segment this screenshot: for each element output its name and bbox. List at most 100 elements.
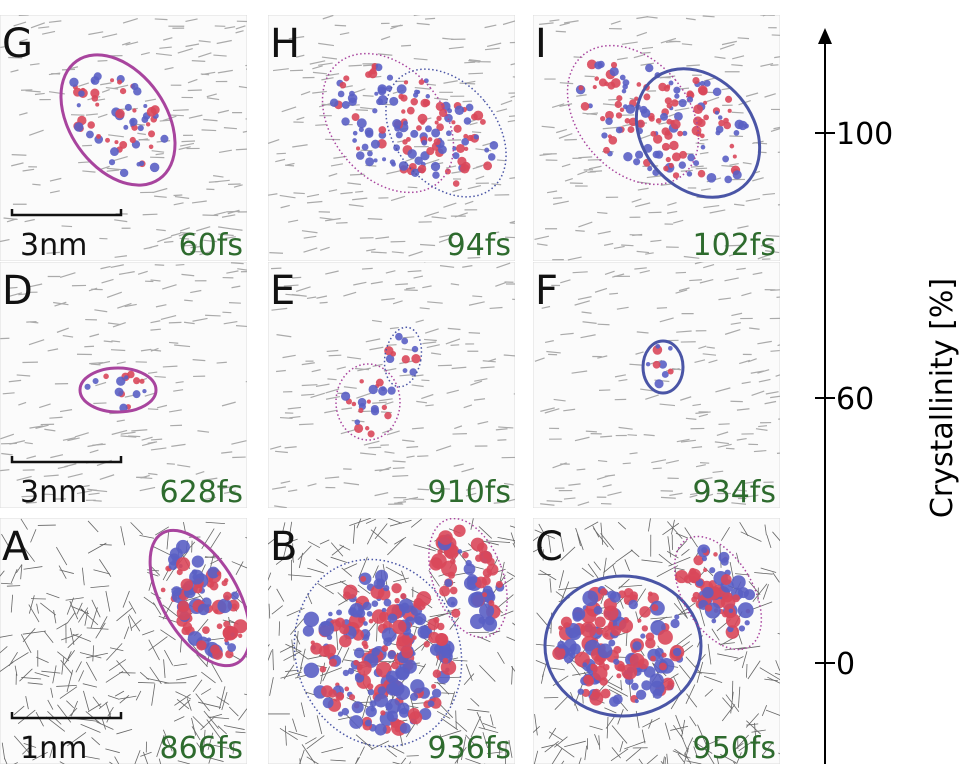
molecule (778, 418, 792, 420)
orbital-lobe (304, 612, 319, 627)
orbital-lobe (687, 96, 693, 102)
figure-canvas: G60fs3nmH94fsI102fsD628fs3nmE910fsF934fs… (0, 0, 967, 764)
molecule (641, 52, 651, 53)
orbital-lobe (428, 137, 432, 141)
molecule (469, 333, 480, 334)
orbital-lobe (623, 152, 632, 161)
orbital-lobe (447, 108, 452, 113)
molecule (202, 130, 217, 131)
orbital-lobe (444, 579, 452, 587)
orbital-lobe (583, 675, 593, 685)
molecule (222, 312, 231, 313)
orbital-lobe (632, 641, 641, 650)
orbital-lobe (86, 131, 94, 139)
orbital-lobe (354, 424, 363, 433)
orbital-lobe (426, 147, 434, 155)
orbital-lobe (416, 125, 422, 131)
orbital-lobe (601, 689, 611, 699)
orbital-lobe (131, 119, 135, 123)
orbital-lobe (745, 620, 750, 625)
orbital-lobe (357, 118, 367, 128)
orbital-lobe (636, 690, 646, 700)
orbital-lobe (323, 697, 334, 708)
molecule (468, 73, 483, 74)
molecule (586, 431, 597, 432)
molecule (349, 65, 362, 66)
orbital-lobe (338, 91, 345, 98)
orbital-lobe (733, 170, 742, 179)
molecule (628, 435, 637, 436)
orbital-lobe (687, 154, 695, 162)
orbital-lobe (646, 362, 650, 366)
molecule (184, 300, 193, 301)
orbital-lobe (435, 120, 439, 124)
orbital-lobe (467, 135, 473, 141)
orbital-lobe (460, 164, 470, 174)
molecule (778, 633, 800, 639)
orbital-lobe (212, 649, 223, 660)
orbital-lobe (105, 138, 110, 143)
orbital-lobe (643, 93, 650, 100)
molecule (393, 468, 405, 469)
orbital-lobe (715, 111, 719, 115)
orbital-lobe (483, 568, 492, 577)
orbital-lobe (95, 103, 99, 107)
orbital-lobe (458, 549, 463, 554)
orbital-lobe (146, 122, 150, 126)
orbital-lobe (464, 147, 468, 151)
molecule (509, 116, 517, 117)
orbital-lobe (666, 157, 671, 162)
orbital-lobe (124, 375, 128, 379)
orbital-lobe (561, 617, 572, 628)
orbital-lobe (407, 149, 416, 158)
orbital-lobe (688, 569, 701, 582)
orbital-lobe (595, 617, 606, 628)
molecule (772, 35, 784, 36)
orbital-lobe (722, 592, 733, 603)
orbital-lobe (609, 696, 620, 707)
orbital-lobe (658, 83, 666, 91)
orbital-lobe (666, 84, 670, 88)
molecule (246, 656, 253, 671)
orbital-lobe (375, 723, 387, 735)
orbital-lobe (640, 633, 645, 638)
orbital-lobe (702, 587, 714, 599)
molecule (770, 351, 779, 352)
orbital-lobe (713, 88, 722, 97)
molecule (169, 342, 178, 343)
molecule (111, 350, 125, 351)
orbital-lobe (78, 90, 84, 96)
orbital-lobe (380, 710, 385, 715)
molecule (653, 468, 662, 469)
molecule (320, 302, 328, 303)
orbital-lobe (665, 97, 672, 104)
panel-label: H (270, 21, 300, 67)
orbital-lobe (668, 346, 673, 351)
orbital-lobe (176, 557, 190, 571)
orbital-lobe (454, 125, 462, 133)
molecule (703, 16, 715, 17)
orbital-lobe (598, 644, 613, 659)
orbital-lobe (605, 118, 613, 126)
orbital-lobe (645, 64, 653, 72)
orbital-lobe (370, 68, 376, 74)
orbital-lobe (693, 116, 703, 126)
orbital-lobe (149, 144, 154, 149)
orbital-lobe (341, 392, 350, 401)
molecule (173, 110, 189, 111)
molecule (164, 683, 186, 684)
molecule (547, 501, 563, 502)
orbital-lobe (666, 119, 672, 125)
orbital-lobe (96, 134, 101, 139)
panel-background (0, 15, 247, 261)
orbital-lobe (578, 688, 584, 694)
molecule (192, 61, 205, 62)
orbital-lobe (490, 141, 499, 150)
orbital-lobe (687, 171, 693, 177)
panel: A866fs1nm (0, 514, 270, 764)
orbital-lobe (369, 385, 378, 394)
orbital-lobe (651, 604, 658, 611)
orbital-lobe (557, 641, 565, 649)
orbital-lobe (343, 670, 349, 676)
orbital-lobe (217, 571, 221, 575)
